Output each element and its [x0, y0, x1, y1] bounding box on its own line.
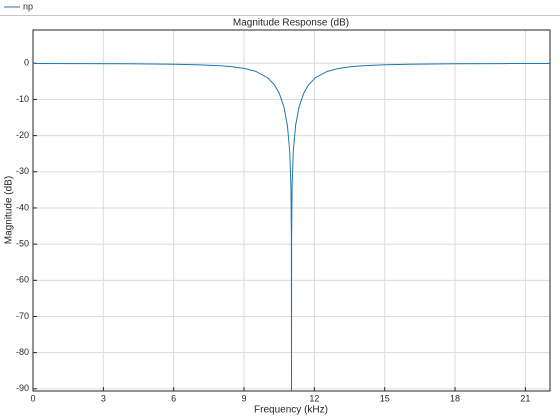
y-tick-label: -90 — [16, 383, 29, 393]
x-tick-label: 9 — [242, 393, 247, 403]
x-tick-label: 3 — [101, 393, 106, 403]
x-tick-label: 0 — [30, 393, 35, 403]
x-tick-label: 18 — [450, 393, 460, 403]
legend-label: np — [23, 1, 33, 11]
x-tick-label: 12 — [309, 393, 319, 403]
series-line — [33, 62, 550, 391]
chart-title: Magnitude Response (dB) — [233, 18, 349, 29]
y-tick-label: -30 — [16, 166, 29, 176]
x-axis-label: Frequency (kHz) — [254, 405, 328, 416]
x-tick-label: 21 — [520, 393, 530, 403]
y-tick-label: -40 — [16, 202, 29, 212]
y-tick-label: -60 — [16, 275, 29, 285]
x-tick-label: 15 — [380, 393, 390, 403]
y-tick-label: -70 — [16, 311, 29, 321]
y-tick-label: -80 — [16, 347, 29, 357]
y-tick-label: -50 — [16, 239, 29, 249]
y-axis-label: Magnitude (dB) — [4, 176, 15, 244]
y-tick-label: -20 — [16, 130, 29, 140]
x-tick-label: 6 — [171, 393, 176, 403]
y-tick-label: -10 — [16, 94, 29, 104]
y-tick-label: 0 — [24, 58, 29, 68]
